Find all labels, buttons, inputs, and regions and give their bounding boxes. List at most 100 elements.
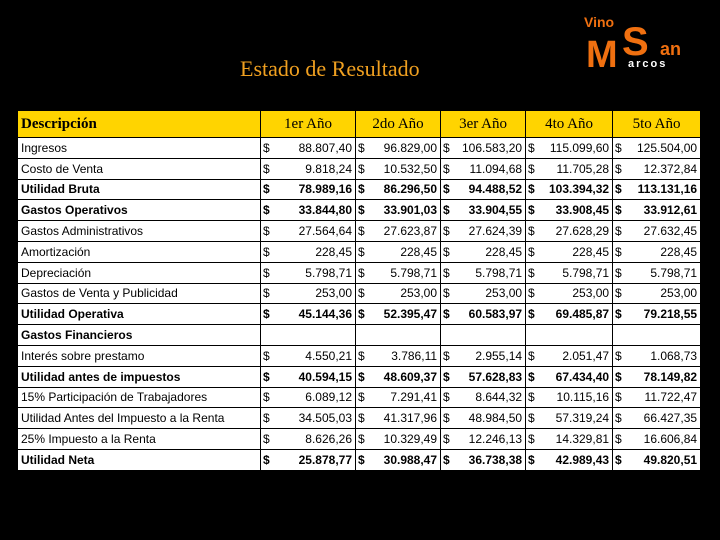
currency-cell: $ [440, 178, 454, 201]
value-cell: 33.904,55 [453, 199, 527, 222]
currency-cell: $ [525, 448, 539, 471]
currency-cell: $ [525, 261, 539, 284]
value-cell: 33.844,80 [273, 199, 357, 222]
currency-cell: $ [355, 428, 369, 450]
currency-cell: $ [612, 157, 626, 180]
value-cell: 3.786,11 [368, 344, 442, 367]
currency-cell: $ [355, 220, 369, 242]
value-cell: 103.394,32 [538, 178, 614, 201]
value-cell: 41.317,96 [368, 407, 442, 430]
currency-cell: $ [440, 386, 454, 409]
currency-cell: $ [612, 261, 626, 284]
currency-cell: $ [525, 344, 539, 367]
currency-cell: $ [440, 428, 454, 450]
value-cell: 33.908,45 [538, 199, 614, 222]
value-cell: 14.329,81 [538, 428, 614, 450]
value-cell: 228,45 [625, 240, 702, 263]
currency-cell: $ [260, 365, 274, 388]
currency-cell: $ [440, 282, 454, 305]
header-cell: 5to Año [612, 110, 702, 138]
currency-cell: $ [440, 157, 454, 180]
value-cell: 106.583,20 [453, 137, 527, 159]
currency-cell: $ [355, 407, 369, 430]
empty-cell [453, 324, 527, 346]
row-label: Gastos Financieros [17, 324, 261, 346]
currency-cell: $ [260, 303, 274, 326]
currency-cell: $ [260, 261, 274, 284]
value-cell: 25.878,77 [273, 448, 357, 471]
currency-cell: $ [525, 303, 539, 326]
row-label: Costo de Venta [17, 157, 261, 180]
currency-cell: $ [440, 261, 454, 284]
currency-cell: $ [440, 240, 454, 263]
value-cell: 253,00 [453, 282, 527, 305]
logo-letter: M [586, 34, 618, 76]
value-cell: 86.296,50 [368, 178, 442, 201]
currency-cell: $ [260, 448, 274, 471]
empty-cell [355, 324, 369, 346]
row-label: 15% Participación de Trabajadores [17, 386, 261, 409]
value-cell: 49.820,51 [625, 448, 702, 471]
value-cell: 27.624,39 [453, 220, 527, 242]
row-label: Utilidad Bruta [17, 178, 261, 201]
header-cell: Descripción [17, 110, 261, 138]
currency-cell: $ [355, 386, 369, 409]
empty-cell [368, 324, 442, 346]
value-cell: 45.144,36 [273, 303, 357, 326]
table-row: Gastos de Venta y Publicidad $253,00 $253,… [17, 282, 702, 305]
table-row: Amortización $228,45 $228,45 $228,45 $228,45… [17, 240, 702, 263]
currency-cell: $ [612, 240, 626, 263]
currency-cell: $ [440, 365, 454, 388]
currency-cell: $ [355, 157, 369, 180]
currency-cell: $ [440, 448, 454, 471]
table-row: Gastos Financieros [17, 324, 702, 346]
currency-cell: $ [612, 303, 626, 326]
currency-cell: $ [612, 282, 626, 305]
header-cell: 3er Año [440, 110, 527, 138]
currency-cell: $ [260, 282, 274, 305]
empty-cell [440, 324, 454, 346]
empty-cell [625, 324, 702, 346]
value-cell: 11.722,47 [625, 386, 702, 409]
value-cell: 9.818,24 [273, 157, 357, 180]
value-cell: 8.644,32 [453, 386, 527, 409]
currency-cell: $ [525, 157, 539, 180]
value-cell: 5.798,71 [368, 261, 442, 284]
value-cell: 33.901,03 [368, 199, 442, 222]
value-cell: 48.984,50 [453, 407, 527, 430]
value-cell: 125.504,00 [625, 137, 702, 159]
table-row: Gastos Operativos $33.844,80 $33.901,03 $33… [17, 199, 702, 222]
currency-cell: $ [355, 448, 369, 471]
value-cell: 48.609,37 [368, 365, 442, 388]
value-cell: 42.989,43 [538, 448, 614, 471]
currency-cell: $ [525, 240, 539, 263]
value-cell: 1.068,73 [625, 344, 702, 367]
value-cell: 30.988,47 [368, 448, 442, 471]
row-label: 25% Impuesto a la Renta [17, 428, 261, 450]
value-cell: 228,45 [453, 240, 527, 263]
currency-cell: $ [260, 407, 274, 430]
currency-cell: $ [260, 240, 274, 263]
header-cell: 2do Año [355, 110, 442, 138]
value-cell: 4.550,21 [273, 344, 357, 367]
row-label: Gastos Administrativos [17, 220, 261, 242]
value-cell: 253,00 [273, 282, 357, 305]
value-cell: 34.505,03 [273, 407, 357, 430]
currency-cell: $ [612, 178, 626, 201]
table-row: Interés sobre prestamo $4.550,21 $3.786,11… [17, 344, 702, 367]
currency-cell: $ [440, 220, 454, 242]
value-cell: 113.131,16 [625, 178, 702, 201]
value-cell: 10.115,16 [538, 386, 614, 409]
value-cell: 57.319,24 [538, 407, 614, 430]
value-cell: 79.218,55 [625, 303, 702, 326]
value-cell: 78.989,16 [273, 178, 357, 201]
value-cell: 7.291,41 [368, 386, 442, 409]
currency-cell: $ [440, 344, 454, 367]
value-cell: 12.372,84 [625, 157, 702, 180]
table-row: Utilidad Bruta $78.989,16 $86.296,50 $94.48… [17, 178, 702, 201]
table-row: Depreciación $5.798,71 $5.798,71 $5.798,71 $… [17, 261, 702, 284]
slide-title: Estado de Resultado [240, 56, 420, 81]
value-cell: 27.628,29 [538, 220, 614, 242]
currency-cell: $ [525, 428, 539, 450]
value-cell: 27.632,45 [625, 220, 702, 242]
